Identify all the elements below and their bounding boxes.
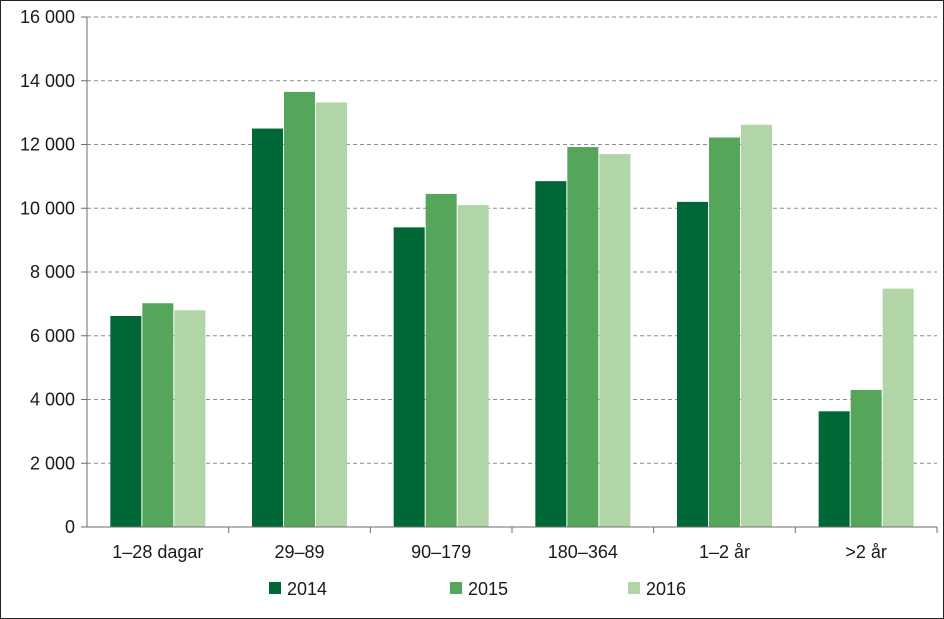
legend-label-2014: 2014 <box>287 579 327 599</box>
bar-2015-5 <box>850 389 882 527</box>
y-tick-label: 2 000 <box>30 453 75 473</box>
x-tick-label: 1–2 år <box>699 542 750 562</box>
y-tick-label: 4 000 <box>30 390 75 410</box>
legend: 2014 2015 2016 <box>269 579 686 599</box>
bar-2016-0 <box>174 310 206 527</box>
y-axis: 0 2 000 4 000 6 000 8 000 10 000 12 000 14 000 1… <box>20 7 88 537</box>
bar-2014-4 <box>677 201 708 527</box>
legend-swatch-2014 <box>269 582 281 594</box>
y-tick-label: 0 <box>65 517 75 537</box>
bar-2014-0 <box>110 315 142 527</box>
y-tick-label: 10 000 <box>20 198 75 218</box>
bar-2014-2 <box>393 227 425 527</box>
x-tick-label: 180–364 <box>548 542 618 562</box>
bar-2015-1 <box>284 91 315 527</box>
y-tick-label: 8 000 <box>30 262 75 282</box>
bar-2016-3 <box>599 154 631 527</box>
x-tick-label: 1–28 dagar <box>112 542 203 562</box>
bar-2016-5 <box>882 288 914 527</box>
y-tick-label: 6 000 <box>30 326 75 346</box>
y-tick-label: 12 000 <box>20 135 75 155</box>
bar-2016-4 <box>741 124 772 528</box>
bar-2015-0 <box>142 303 174 527</box>
bar-2016-2 <box>457 205 489 527</box>
bar-2015-4 <box>709 137 740 528</box>
legend-swatch-2015 <box>450 582 462 594</box>
bar-2015-3 <box>567 147 599 528</box>
bar-2015-2 <box>425 193 457 527</box>
bar-2014-1 <box>252 128 283 527</box>
x-tick-label: 29–89 <box>274 542 324 562</box>
gridlines <box>87 16 937 464</box>
y-tick-label: 16 000 <box>20 7 75 27</box>
bars <box>110 91 914 528</box>
bar-2014-5 <box>818 411 850 527</box>
y-tick-label: 14 000 <box>20 71 75 91</box>
bar-2016-1 <box>316 102 347 528</box>
x-axis: 1–28 dagar 29–89 90–179 180–364 1–2 år >2 år <box>87 526 938 562</box>
legend-swatch-2016 <box>628 582 640 594</box>
legend-label-2015: 2015 <box>468 579 508 599</box>
x-tick-label: >2 år <box>845 542 887 562</box>
legend-label-2016: 2016 <box>646 579 686 599</box>
bar-2014-3 <box>535 181 567 527</box>
x-tick-label: 90–179 <box>411 542 471 562</box>
